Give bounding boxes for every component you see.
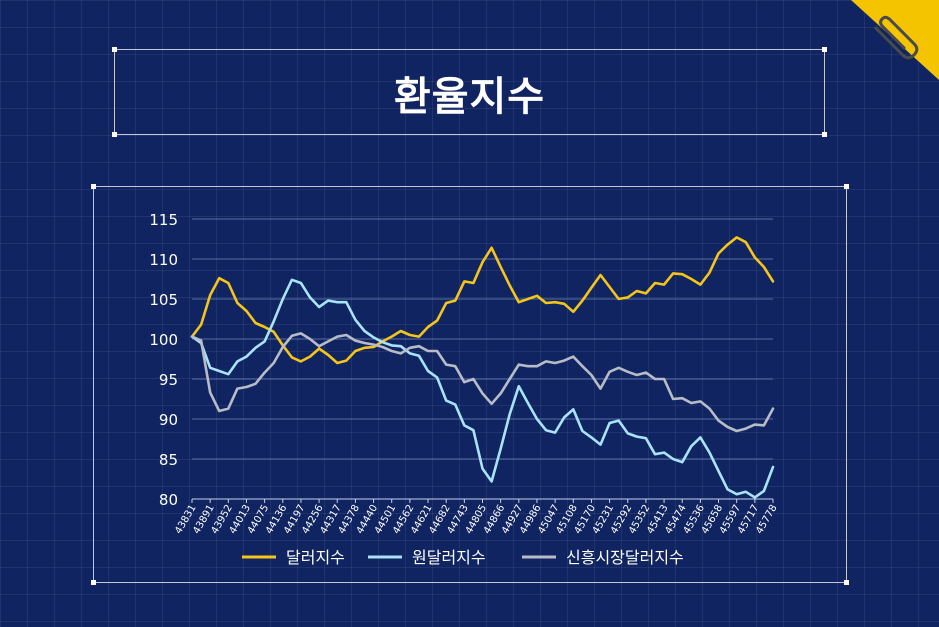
y-tick-label: 95 <box>159 371 178 389</box>
frame-handle <box>91 580 96 585</box>
series-line <box>190 236 775 365</box>
series-line <box>190 278 775 499</box>
legend-label: 신흥시장달러지수 <box>566 548 684 567</box>
y-tick-label: 90 <box>159 411 178 429</box>
paperclip-icon <box>874 15 919 60</box>
series-line <box>190 332 775 433</box>
frame-handle <box>112 47 117 52</box>
frame-handle <box>844 580 849 585</box>
legend-label: 달러지수 <box>286 548 345 567</box>
y-tick-label: 100 <box>149 331 178 349</box>
y-tick-label: 80 <box>159 491 178 509</box>
frame-handle <box>112 132 117 137</box>
y-tick-label: 110 <box>149 251 178 269</box>
y-tick-label: 115 <box>149 211 178 229</box>
chart-box <box>91 184 849 585</box>
y-tick-label: 85 <box>159 451 178 469</box>
frame-handle <box>822 47 827 52</box>
page-title: 환율지수 <box>393 74 546 120</box>
frame-handle <box>844 184 849 189</box>
frame-handle <box>91 184 96 189</box>
title-box: 환율지수 <box>112 47 827 137</box>
y-tick-label: 105 <box>149 291 178 309</box>
frame-handle <box>822 132 827 137</box>
legend-label: 원달러지수 <box>412 548 486 567</box>
